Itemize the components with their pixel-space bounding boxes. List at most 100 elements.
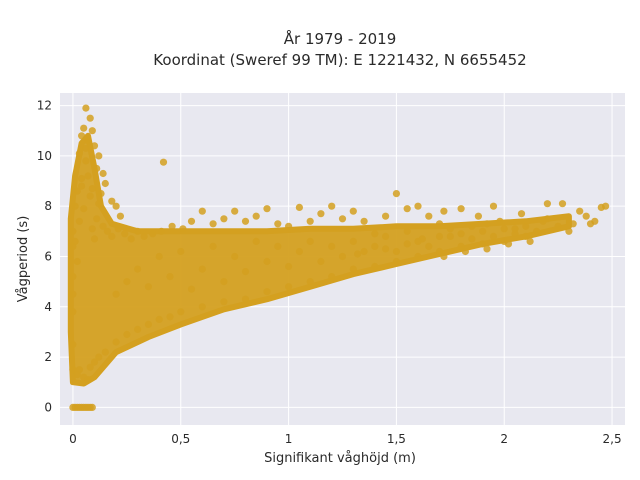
data-point [435, 232, 444, 240]
data-point [328, 202, 336, 210]
data-point [134, 265, 142, 273]
data-point [371, 242, 379, 250]
data-point [317, 257, 325, 266]
y-tick-label: 6 [44, 249, 52, 263]
data-point [88, 127, 96, 135]
data-point [526, 237, 534, 245]
data-point [252, 237, 260, 245]
data-point [565, 227, 573, 235]
y-tick-label: 4 [44, 300, 52, 314]
data-point [241, 268, 250, 276]
data-point [123, 330, 131, 339]
data-point [489, 232, 498, 240]
data-point [86, 114, 94, 122]
data-point [457, 242, 465, 250]
x-axis-title: Signifikant våghöjd (m) [264, 451, 416, 466]
data-point [95, 152, 103, 160]
data-point [285, 262, 293, 271]
data-point [198, 265, 206, 273]
data-point [522, 222, 530, 230]
data-point [75, 366, 83, 374]
data-point [114, 225, 122, 233]
data-point [82, 144, 90, 152]
data-point [241, 295, 250, 303]
data-point [360, 247, 368, 256]
data-point [99, 222, 107, 230]
data-point [435, 247, 444, 256]
y-tick-label: 10 [37, 149, 52, 163]
data-point [93, 215, 101, 223]
data-point [554, 222, 562, 230]
data-point [457, 230, 465, 238]
data-point [140, 232, 148, 240]
data-point [461, 247, 469, 256]
data-point [99, 169, 107, 178]
data-point [121, 230, 129, 238]
data-point [479, 227, 487, 235]
data-point [602, 202, 610, 210]
data-point [403, 205, 411, 213]
data-point [198, 207, 206, 215]
data-point [69, 308, 77, 316]
data-point [392, 247, 400, 256]
data-point [328, 273, 336, 281]
data-point [231, 252, 239, 261]
data-point [123, 278, 131, 286]
data-point [112, 338, 120, 346]
data-point [349, 265, 357, 273]
data-point [440, 207, 448, 215]
data-point [533, 227, 541, 235]
data-point [306, 278, 314, 286]
x-tick-label: 1,5 [387, 432, 406, 446]
data-point [159, 158, 168, 166]
chart-title-line-2: Koordinat (Sweref 99 TM): E 1221432, N 6… [153, 51, 526, 69]
data-point [295, 247, 303, 256]
x-tick-label: 0 [69, 432, 77, 446]
data-point [157, 227, 165, 235]
data-point [274, 220, 282, 228]
data-point [382, 232, 390, 240]
data-point [349, 207, 357, 215]
data-point [392, 257, 400, 266]
data-point [209, 242, 217, 250]
y-tick-label: 0 [44, 400, 52, 414]
data-point [263, 288, 271, 296]
data-point [69, 273, 77, 281]
data-point [479, 240, 487, 248]
data-point [425, 212, 433, 220]
data-point [483, 220, 491, 228]
data-point [88, 185, 96, 193]
data-point [73, 257, 81, 266]
data-point [69, 340, 77, 349]
data-point [166, 313, 174, 321]
data-point [84, 172, 92, 180]
data-point [474, 212, 482, 220]
data-point [90, 235, 99, 243]
data-point [517, 210, 526, 218]
data-point [392, 190, 400, 198]
data-point [86, 363, 94, 371]
x-tick-label: 0,5 [171, 432, 190, 446]
data-point [177, 308, 185, 316]
data-point [263, 257, 271, 266]
data-point [168, 222, 176, 230]
data-point [295, 203, 303, 211]
data-point [80, 205, 88, 213]
data-point [354, 250, 362, 258]
data-point [511, 230, 519, 238]
data-point [382, 212, 390, 220]
data-point [116, 212, 124, 220]
data-point [80, 124, 88, 132]
data-point [71, 237, 79, 245]
data-point [69, 290, 77, 298]
data-point [209, 220, 217, 228]
data-point [78, 182, 86, 190]
data-point [78, 132, 86, 140]
data-point [198, 303, 206, 311]
y-axis-title: Vågperiod (s) [16, 216, 31, 303]
data-point [78, 174, 86, 183]
data-point [86, 192, 94, 200]
data-point [435, 220, 444, 228]
data-point [539, 217, 547, 225]
data-point [496, 217, 504, 225]
